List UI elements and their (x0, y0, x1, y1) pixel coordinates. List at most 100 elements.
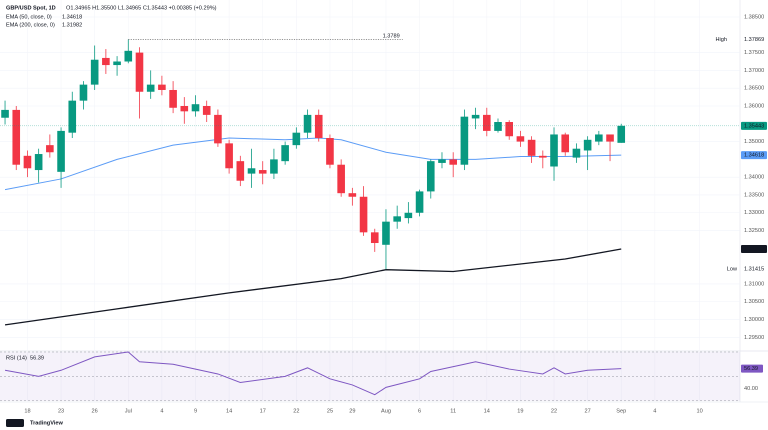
high-tag-value: 1.37869 (744, 37, 764, 43)
high-tag-label: High (715, 37, 727, 43)
chart-title: GBP/USD Spot, 1D (6, 5, 56, 11)
x-tick-label: 22 (551, 408, 557, 414)
x-tick-label: 19 (517, 408, 523, 414)
candle-body (348, 193, 357, 197)
x-tick-label: 18 (24, 408, 30, 414)
candle-body (303, 114, 312, 133)
x-tick-label: 6 (418, 408, 421, 414)
candle-body (550, 134, 558, 167)
candle-body (326, 138, 334, 165)
candle-body (135, 52, 144, 92)
candle-body (102, 57, 110, 66)
x-tick-label: Sep (616, 408, 626, 414)
candle-body (113, 61, 121, 66)
candle-body (34, 154, 43, 171)
x-tick-label: 17 (260, 408, 266, 414)
y-tick-label: 1.38500 (744, 14, 764, 20)
y-tick-label: 1.35000 (744, 139, 764, 145)
candle-body (46, 145, 54, 153)
legend-label: EMA (200, close, 0) (6, 22, 55, 28)
candle-body (460, 116, 469, 165)
x-tick-label: 29 (349, 408, 355, 414)
candle-body (426, 161, 435, 192)
candle-body (438, 159, 446, 163)
brand-logo (6, 419, 24, 427)
x-tick-label: 14 (226, 408, 232, 414)
x-tick-label: 14 (484, 408, 490, 414)
ohlc-legend: O1.34965 H1.35500 L1.34965 C1.35443 +0.0… (66, 5, 217, 11)
candle-body (225, 143, 233, 169)
candle-body (370, 232, 379, 244)
candle-body (68, 100, 77, 133)
y-tick-label: 1.30000 (744, 317, 764, 323)
candle-body (270, 159, 278, 174)
y-tick-label: 1.36000 (744, 103, 764, 109)
candle-body (415, 191, 424, 213)
candle-body (57, 130, 65, 172)
candle-body (146, 84, 155, 92)
y-tick-label: 1.32500 (744, 228, 764, 234)
price-tag (741, 364, 763, 373)
candle-body (606, 134, 614, 142)
price-tag (741, 151, 767, 160)
y-tick-label: 1.37000 (744, 68, 764, 74)
candle-body (337, 164, 345, 194)
candle-body (124, 50, 133, 62)
low-tag-label: Low (727, 267, 738, 273)
candle-body (494, 122, 502, 131)
candle-body (382, 221, 390, 245)
line-series (4, 248, 622, 326)
candle-body (1, 109, 9, 118)
x-tick-label: 25 (327, 408, 333, 414)
candle-body (449, 159, 457, 165)
candle-body (482, 114, 491, 131)
candle-body (90, 59, 99, 85)
candle-body (471, 114, 480, 119)
y-tick-label: 1.34000 (744, 175, 764, 181)
candle-body (202, 105, 211, 115)
price-tag (741, 121, 767, 130)
candle-body (516, 136, 525, 142)
high-marker-label: 1.3789 (383, 33, 400, 39)
price-tag-label: 1.34618 (744, 153, 764, 159)
y-tick-label: 40.00 (744, 386, 758, 392)
candle-body (539, 155, 547, 158)
rsi-title: RSI (14) (6, 355, 27, 361)
candle-body (359, 196, 368, 233)
price-tag-label: 56.39 (744, 366, 758, 372)
candle-body (583, 139, 592, 151)
y-tick-label: 1.29500 (744, 335, 764, 341)
x-tick-label: Jul (125, 408, 132, 414)
candle-body (12, 109, 21, 165)
candle-body (191, 104, 200, 112)
candle-body (23, 155, 32, 169)
price-tag-label: 1.35443 (744, 123, 764, 129)
candle-body (236, 161, 245, 181)
x-tick-label: 27 (585, 408, 591, 414)
candle-body (281, 145, 289, 162)
x-tick-label: 9 (194, 408, 197, 414)
candle-body (79, 84, 88, 101)
line-series (4, 351, 622, 396)
candle-body (505, 122, 514, 137)
plot: 1.38500 1.37500 1.37000 1.36500 1.36000 1.350… (0, 0, 767, 414)
x-tick-label: 10 (697, 408, 703, 414)
y-tick-label: 1.33000 (744, 210, 764, 216)
x-tick-label: 22 (293, 408, 299, 414)
candle-body (595, 134, 603, 142)
y-tick-label: 1.37500 (744, 50, 764, 56)
candle-body (214, 114, 222, 144)
candle-body (169, 89, 177, 108)
price-tag (741, 244, 767, 253)
rsi-legend-value: 56.39 (30, 355, 44, 361)
candle-body (527, 139, 536, 156)
low-tag-value: 1.31415 (744, 267, 764, 273)
x-tick-label: 4 (160, 408, 163, 414)
y-tick-label: 1.30500 (744, 299, 764, 305)
y-tick-label: 1.31000 (744, 281, 764, 287)
y-tick-label: 1.33500 (744, 192, 764, 198)
candle-body (247, 168, 256, 174)
candle-body (393, 216, 401, 222)
